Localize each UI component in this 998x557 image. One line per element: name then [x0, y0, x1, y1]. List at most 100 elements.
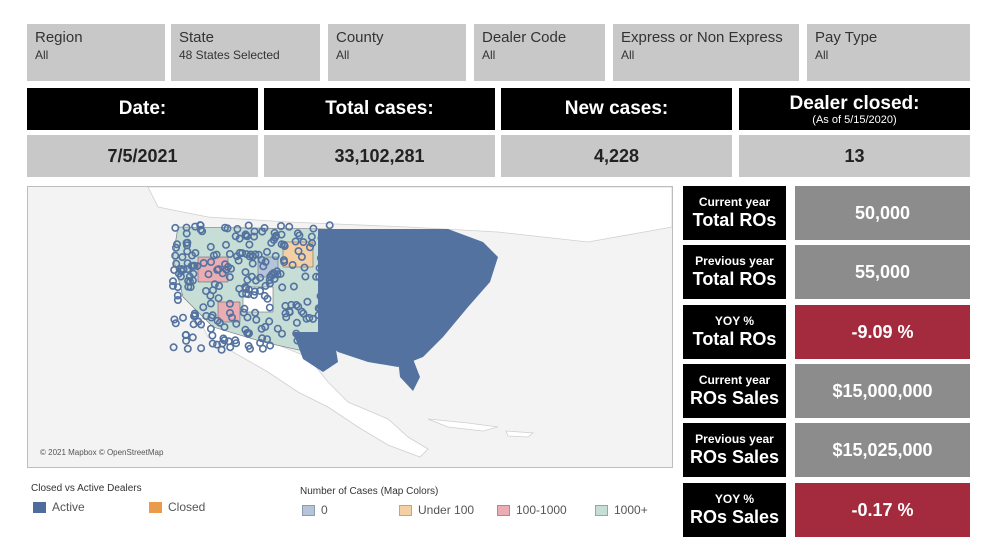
dealer-dot[interactable]: [281, 309, 290, 318]
dealer-dot[interactable]: [213, 316, 222, 325]
dealer-dot[interactable]: [325, 221, 334, 230]
dealer-dot[interactable]: [265, 303, 274, 312]
dealer-dot[interactable]: [240, 304, 249, 313]
dealer-dot[interactable]: [312, 272, 321, 281]
dealer-dot[interactable]: [244, 221, 253, 230]
dealer-dot[interactable]: [171, 319, 180, 328]
dealer-dot[interactable]: [187, 262, 196, 271]
dealer-dot[interactable]: [273, 324, 282, 333]
dealer-dot[interactable]: [226, 309, 235, 318]
dealer-dot[interactable]: [263, 294, 272, 303]
dealer-dot[interactable]: [199, 303, 208, 312]
dealer-dot[interactable]: [173, 283, 182, 292]
dealer-dot[interactable]: [256, 286, 265, 295]
dealer-dot[interactable]: [277, 221, 286, 230]
dealer-dot[interactable]: [280, 242, 289, 251]
dealer-dot[interactable]: [188, 333, 197, 342]
dealer-dot[interactable]: [328, 320, 337, 329]
dealer-dot[interactable]: [292, 301, 301, 310]
dealer-dot[interactable]: [291, 237, 300, 246]
dealer-dot[interactable]: [184, 282, 193, 291]
filter-state[interactable]: State 48 States Selected: [171, 24, 320, 81]
dealer-dot[interactable]: [309, 224, 318, 233]
dealer-dot[interactable]: [315, 264, 324, 273]
dealer-dot[interactable]: [235, 284, 244, 293]
dealer-dot[interactable]: [218, 269, 227, 278]
dealer-dot[interactable]: [231, 232, 240, 241]
dealer-dot[interactable]: [223, 224, 232, 233]
dealer-dot[interactable]: [261, 257, 270, 266]
dealer-dot[interactable]: [300, 263, 309, 272]
dealer-dot[interactable]: [217, 345, 226, 354]
filter-dealer-code[interactable]: Dealer Code All: [474, 24, 605, 81]
dealer-dot[interactable]: [278, 329, 287, 338]
dealer-dot[interactable]: [214, 265, 223, 274]
dealer-dot[interactable]: [292, 318, 301, 327]
dealer-dot[interactable]: [289, 282, 298, 291]
dealer-dot[interactable]: [317, 234, 326, 243]
dealer-dot[interactable]: [261, 322, 270, 331]
dealer-dot[interactable]: [179, 313, 188, 322]
dealer-dot[interactable]: [263, 247, 272, 256]
dealer-dot[interactable]: [285, 222, 294, 231]
dealer-dot[interactable]: [199, 259, 208, 268]
dealer-dot[interactable]: [243, 313, 252, 322]
dealer-dot[interactable]: [169, 343, 178, 352]
dealer-dot[interactable]: [206, 291, 215, 300]
dealer-dot[interactable]: [182, 238, 191, 247]
dealer-dot[interactable]: [245, 240, 254, 249]
dealer-dot[interactable]: [178, 253, 187, 262]
dealer-dot[interactable]: [323, 342, 332, 351]
dealer-dot[interactable]: [303, 297, 312, 306]
dealer-map[interactable]: © 2021 Mapbox © OpenStreetMap: [27, 186, 673, 468]
dealer-dot[interactable]: [273, 270, 282, 279]
dealer-dot[interactable]: [206, 324, 215, 333]
dealer-dot[interactable]: [271, 252, 280, 261]
dealer-dot[interactable]: [191, 248, 200, 257]
dealer-dot[interactable]: [250, 227, 259, 236]
dealer-dot[interactable]: [206, 299, 215, 308]
dealer-dot[interactable]: [302, 314, 311, 323]
dealer-dot[interactable]: [273, 267, 282, 276]
dealer-dot[interactable]: [182, 229, 191, 238]
dealer-dot[interactable]: [301, 272, 310, 281]
dealer-dot[interactable]: [185, 272, 194, 281]
dealer-dot[interactable]: [250, 232, 259, 241]
filter-county[interactable]: County All: [328, 24, 466, 81]
dealer-dot[interactable]: [314, 304, 323, 313]
dealer-dot[interactable]: [292, 329, 301, 338]
dealer-dot[interactable]: [228, 313, 237, 322]
dealer-dot[interactable]: [315, 273, 324, 282]
dealer-dot[interactable]: [190, 261, 199, 270]
dealer-dot[interactable]: [265, 279, 274, 288]
dealer-dot[interactable]: [209, 251, 218, 260]
dealer-dot[interactable]: [239, 308, 248, 317]
dealer-dot[interactable]: [258, 334, 267, 343]
dealer-dot[interactable]: [328, 332, 337, 341]
dealer-dot[interactable]: [294, 247, 303, 256]
dealer-dot[interactable]: [316, 254, 325, 263]
dealer-dot[interactable]: [220, 336, 229, 345]
dealer-dot[interactable]: [295, 231, 304, 240]
dealer-dot[interactable]: [221, 260, 230, 269]
dealer-dot[interactable]: [325, 258, 334, 267]
dealer-dot[interactable]: [299, 238, 308, 247]
dealer-dot[interactable]: [171, 251, 180, 260]
dealer-dot[interactable]: [172, 259, 181, 268]
dealer-dot[interactable]: [280, 258, 289, 267]
dealer-dot[interactable]: [220, 323, 229, 332]
dealer-dot[interactable]: [265, 317, 274, 326]
dealer-dot[interactable]: [206, 242, 215, 251]
dealer-dot[interactable]: [251, 276, 260, 285]
dealer-dot[interactable]: [226, 343, 235, 352]
dealer-dot[interactable]: [197, 344, 206, 353]
dealer-dot[interactable]: [315, 339, 324, 348]
dealer-dot[interactable]: [285, 307, 294, 316]
dealer-dot[interactable]: [252, 315, 261, 324]
dealer-dot[interactable]: [173, 240, 182, 249]
dealer-dot[interactable]: [169, 277, 178, 286]
dealer-dot[interactable]: [172, 243, 181, 252]
dealer-dot[interactable]: [297, 307, 306, 316]
dealer-dot[interactable]: [248, 259, 257, 268]
dealer-dot[interactable]: [191, 222, 200, 231]
